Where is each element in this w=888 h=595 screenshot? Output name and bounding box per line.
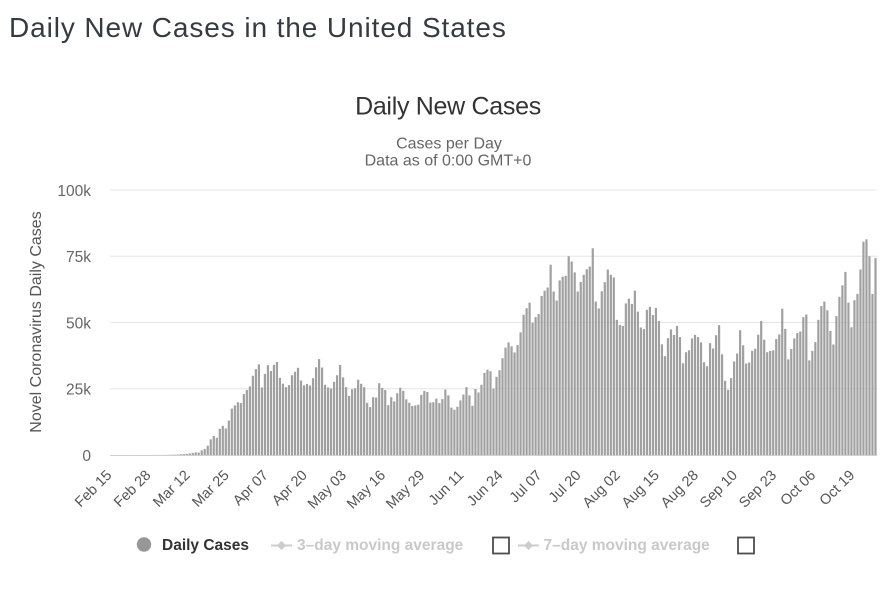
svg-text:7–day moving average: 7–day moving average (544, 537, 711, 554)
svg-text:Data as of 0:00 GMT+0: Data as of 0:00 GMT+0 (365, 153, 532, 170)
svg-text:Daily Cases: Daily Cases (162, 537, 249, 554)
svg-text:Feb 28: Feb 28 (111, 468, 154, 511)
svg-text:Apr 07: Apr 07 (230, 468, 272, 510)
svg-text:Cases per Day: Cases per Day (396, 135, 502, 152)
svg-text:Novel Coronavirus Daily Cases: Novel Coronavirus Daily Cases (28, 211, 45, 432)
svg-text:Oct 19: Oct 19 (817, 468, 859, 510)
svg-text:Jul 20: Jul 20 (546, 468, 585, 507)
svg-text:0: 0 (82, 448, 91, 465)
svg-text:May 16: May 16 (344, 468, 389, 513)
svg-text:Apr 20: Apr 20 (269, 468, 311, 510)
svg-text:25k: 25k (66, 382, 91, 399)
svg-text:May 03: May 03 (305, 468, 350, 513)
svg-text:Sep 10: Sep 10 (697, 468, 741, 512)
svg-text:Aug 15: Aug 15 (619, 468, 663, 512)
svg-text:Mar 12: Mar 12 (150, 468, 193, 511)
svg-text:3–day moving average: 3–day moving average (297, 537, 464, 554)
svg-text:May 29: May 29 (383, 468, 428, 513)
svg-text:Oct 06: Oct 06 (778, 468, 820, 510)
svg-text:Aug 02: Aug 02 (580, 468, 624, 512)
svg-text:Jun 24: Jun 24 (464, 468, 506, 510)
svg-text:Mar 25: Mar 25 (189, 468, 232, 511)
svg-text:Jul 07: Jul 07 (507, 468, 546, 507)
svg-text:Feb 15: Feb 15 (72, 468, 115, 511)
svg-text:Daily New Cases: Daily New Cases (355, 93, 541, 121)
svg-text:Sep 23: Sep 23 (736, 468, 780, 512)
svg-text:75k: 75k (66, 249, 91, 266)
svg-text:100k: 100k (57, 183, 91, 200)
svg-text:50k: 50k (66, 315, 91, 332)
svg-text:Jun 11: Jun 11 (426, 468, 467, 509)
svg-text:Aug 28: Aug 28 (658, 468, 702, 512)
